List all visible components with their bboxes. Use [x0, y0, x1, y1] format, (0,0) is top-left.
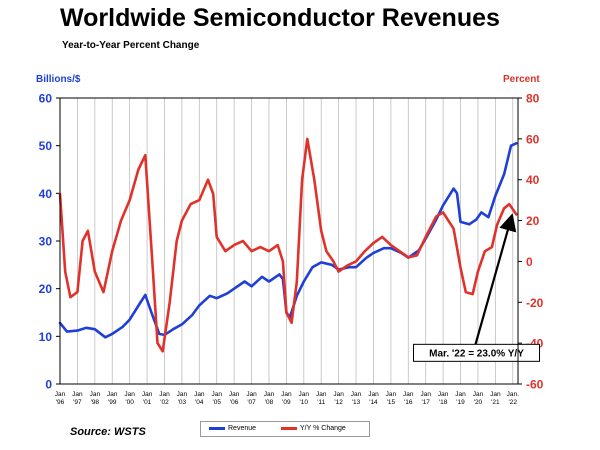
x-tick-month-2017: Jan: [420, 391, 431, 398]
x-tick-year-2000: '00: [125, 399, 134, 406]
x-tick-month-2002: Jan: [159, 391, 170, 398]
y-left-tick-30: 30: [39, 235, 53, 249]
x-tick-month-2004: Jan: [194, 391, 205, 398]
y-left-tick-0: 0: [45, 378, 52, 392]
y-left-tick-60: 60: [39, 92, 53, 106]
y-left-tick-40: 40: [39, 187, 53, 201]
x-tick-month-2021: Jan: [490, 391, 501, 398]
x-tick-year-2006: '06: [230, 399, 239, 406]
x-tick-month-1999: Jan: [107, 391, 118, 398]
x-tick-month-2001: Jan: [142, 391, 153, 398]
x-tick-month-1998: Jan: [90, 391, 101, 398]
y-axis-left-label: Billions/$: [36, 74, 81, 85]
source-note: Source: WSTS: [70, 426, 146, 438]
x-tick-month-2016: Jan: [403, 391, 414, 398]
y-right-tick-0: 0: [526, 255, 533, 269]
y-axis-right-label: Percent: [503, 74, 540, 85]
x-tick-year-1998: '98: [91, 399, 100, 406]
legend-label-yoy: Y/Y % Change: [300, 425, 346, 432]
series-line-revenue: [58, 142, 518, 339]
x-tick-year-2003: '03: [178, 399, 187, 406]
x-tick-month-1997: Jan: [72, 391, 83, 398]
x-tick-year-2014: '14: [369, 399, 378, 406]
legend-item-revenue: Revenue: [209, 425, 256, 432]
x-tick-month-2000: Jan: [124, 391, 135, 398]
series-lines: [58, 137, 518, 353]
x-tick-year-2015: '15: [387, 399, 396, 406]
x-tick-year-2013: '13: [352, 399, 361, 406]
legend-swatch-yoy: [281, 427, 297, 430]
x-tick-year-2004: '04: [195, 399, 204, 406]
legend: Revenue Y/Y % Change: [200, 421, 370, 437]
x-tick-year-2001: '01: [143, 399, 152, 406]
y-left-tick-10: 10: [39, 330, 53, 344]
x-tick-month-2019: Jan: [455, 391, 466, 398]
x-tick-year-2005: '05: [212, 399, 221, 406]
x-tick-year-2018: '18: [439, 399, 448, 406]
annotation-text: Mar. '22 = 23.0% Y/Y: [429, 348, 524, 359]
x-tick-month-2005: Jan: [211, 391, 222, 398]
x-tick-year-2019: '19: [456, 399, 465, 406]
annotation-box: [413, 343, 541, 362]
x-tick-month-2012: Jan: [333, 391, 344, 398]
x-tick-year-2002: '02: [160, 399, 169, 406]
y-right-tick--60: -60: [526, 378, 544, 392]
legend-swatch-revenue: [209, 427, 225, 430]
x-tick-year-2020: '20: [474, 399, 483, 406]
x-tick-month-2010: Jan: [299, 391, 310, 398]
x-tick-year-1997: '97: [73, 399, 82, 406]
y-left-tick-50: 50: [39, 139, 53, 153]
x-tick-month-2020: Jan: [473, 391, 484, 398]
legend-label-revenue: Revenue: [228, 425, 257, 432]
y-right-tick-80: 80: [526, 92, 540, 106]
x-tick-year-2009: '09: [282, 399, 291, 406]
y-right-tick-40: 40: [526, 173, 540, 187]
x-tick-year-2008: '08: [265, 399, 274, 406]
x-tick-month-2007: Jan: [246, 391, 257, 398]
plot-frame: [59, 97, 519, 385]
x-tick-month-2018: Jan: [438, 391, 449, 398]
x-tick-year-1996: '96: [56, 399, 65, 406]
annotation-arrow: [474, 213, 517, 345]
chart-title: Worldwide Semiconductor Revenues: [60, 4, 500, 32]
series-line-yoy: [58, 137, 518, 353]
x-axis-ticks: Jan'96Jan'97Jan'98Jan'99Jan'00Jan'01Jan'…: [55, 391, 519, 406]
x-tick-year-2007: '07: [247, 399, 256, 406]
x-tick-month-2011: Jan: [316, 391, 327, 398]
y-right-tick-20: 20: [526, 214, 540, 228]
y-right-tick-60: 60: [526, 132, 540, 146]
annotation: Mar. '22 = 23.0% Y/Y: [413, 213, 541, 362]
legend-item-yoy: Y/Y % Change: [281, 425, 346, 432]
x-tick-month-2014: Jan: [368, 391, 379, 398]
x-tick-year-2012: '12: [334, 399, 343, 406]
x-tick-month-2003: Jan: [177, 391, 188, 398]
y-axis-left-ticks: 0 10 20 30 40 50 60: [39, 92, 60, 392]
x-tick-month-2015: Jan: [386, 391, 397, 398]
x-tick-year-2021: '21: [491, 399, 500, 406]
chart-subtitle: Year-to-Year Percent Change: [62, 40, 200, 51]
vertical-grid: [77, 98, 514, 384]
x-tick-month-2008: Jan: [264, 391, 275, 398]
x-tick-year-2016: '16: [404, 399, 413, 406]
x-tick-month-2006: Jan: [229, 391, 240, 398]
y-left-tick-20: 20: [39, 282, 53, 296]
x-tick-year-2022: '22: [509, 399, 518, 406]
x-tick-year-2017: '17: [421, 399, 430, 406]
x-tick-month-2013: Jan: [351, 391, 362, 398]
x-tick-year-1999: '99: [108, 399, 117, 406]
x-tick-month-2022: Jan.: [507, 391, 519, 398]
x-tick-month-1996: Jan: [55, 391, 66, 398]
y-right-tick--20: -20: [526, 296, 544, 310]
x-tick-month-2009: Jan: [281, 391, 292, 398]
x-tick-year-2011: '11: [317, 399, 325, 406]
x-tick-year-2010: '10: [300, 399, 309, 406]
